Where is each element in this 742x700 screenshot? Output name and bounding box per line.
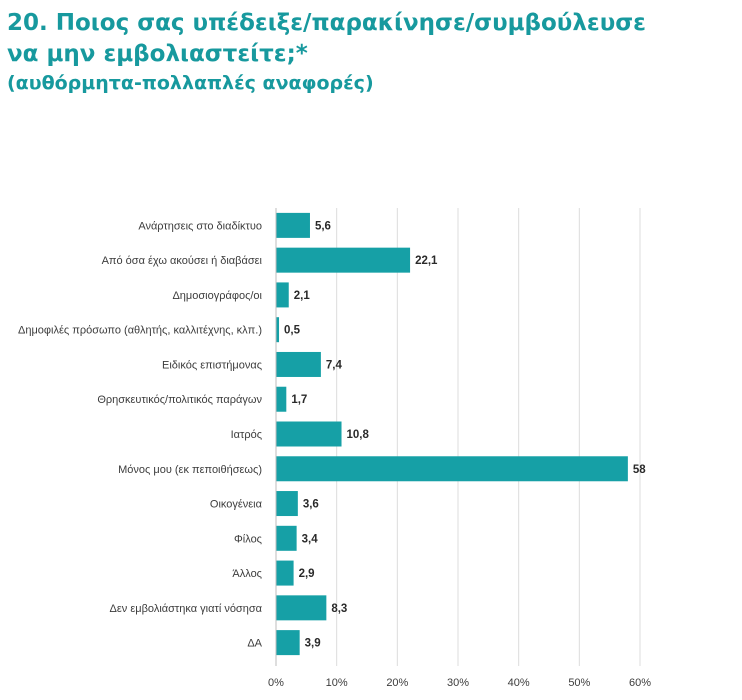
category-label: Δημοφιλές πρόσωπο (αθλητής, καλλιτέχνης,…	[18, 325, 262, 337]
value-label: 8,3	[331, 603, 347, 615]
bar	[276, 560, 294, 586]
category-label: Ιατρός	[231, 429, 262, 441]
category-label: Από όσα έχω ακούσει ή διαβάσει	[102, 255, 263, 267]
category-label: Δημοσιογράφος/οι	[172, 290, 262, 302]
x-tick-label: 0%	[268, 677, 284, 689]
category-label: Ειδικός επιστήμονας	[162, 359, 262, 371]
chart-title-line-2: να μην εμβολιαστείτε;*	[7, 41, 308, 67]
x-tick-label: 20%	[386, 677, 408, 689]
chart-subtitle: (αυθόρμητα-πολλαπλές αναφορές)	[7, 72, 374, 94]
x-tick-label: 40%	[508, 677, 530, 689]
bar	[276, 630, 300, 656]
bar	[276, 351, 321, 377]
title-block: 20. Ποιος σας υπέδειξε/παρακίνησε/συμβού…	[7, 8, 737, 96]
value-label: 2,1	[294, 290, 311, 302]
value-label: 2,9	[299, 568, 315, 580]
x-tick-label: 60%	[629, 677, 651, 689]
category-label: Μόνος μου (εκ πεποιθήσεως)	[118, 464, 262, 476]
bar	[276, 491, 298, 517]
value-label: 1,7	[291, 394, 307, 406]
bar	[276, 525, 297, 551]
x-tick-label: 30%	[447, 677, 469, 689]
value-label: 3,9	[305, 638, 321, 650]
value-label: 58	[633, 464, 646, 476]
value-label: 0,5	[284, 325, 301, 337]
value-label: 3,6	[303, 499, 319, 511]
category-label: Φίλος	[234, 533, 262, 545]
bar	[276, 595, 327, 621]
bar	[276, 386, 287, 412]
x-tick-label: 10%	[326, 677, 348, 689]
category-label: Δεν εμβολιάστηκα γιατί νόσησα	[110, 603, 263, 615]
category-label: Άλλος	[232, 568, 262, 580]
bar	[276, 456, 628, 482]
chart-title-line-1: 20. Ποιος σας υπέδειξε/παρακίνησε/συμβού…	[7, 10, 646, 36]
value-label: 3,4	[302, 533, 319, 545]
value-label: 7,4	[326, 359, 343, 371]
value-label: 10,8	[347, 429, 370, 441]
bar	[276, 421, 342, 447]
category-label: Ανάρτησεις στο διαδίκτυο	[138, 220, 262, 232]
x-tick-label: 50%	[568, 677, 590, 689]
value-label: 5,6	[315, 220, 331, 232]
bar	[276, 317, 280, 343]
bar	[276, 247, 411, 273]
category-label: ΔΑ	[247, 638, 262, 650]
bar	[276, 212, 310, 238]
category-label: Οικογένεια	[210, 499, 263, 511]
value-label: 22,1	[415, 255, 438, 267]
category-label: Θρησκευτικός/πολιτικός παράγων	[97, 394, 262, 406]
bar	[276, 282, 289, 308]
